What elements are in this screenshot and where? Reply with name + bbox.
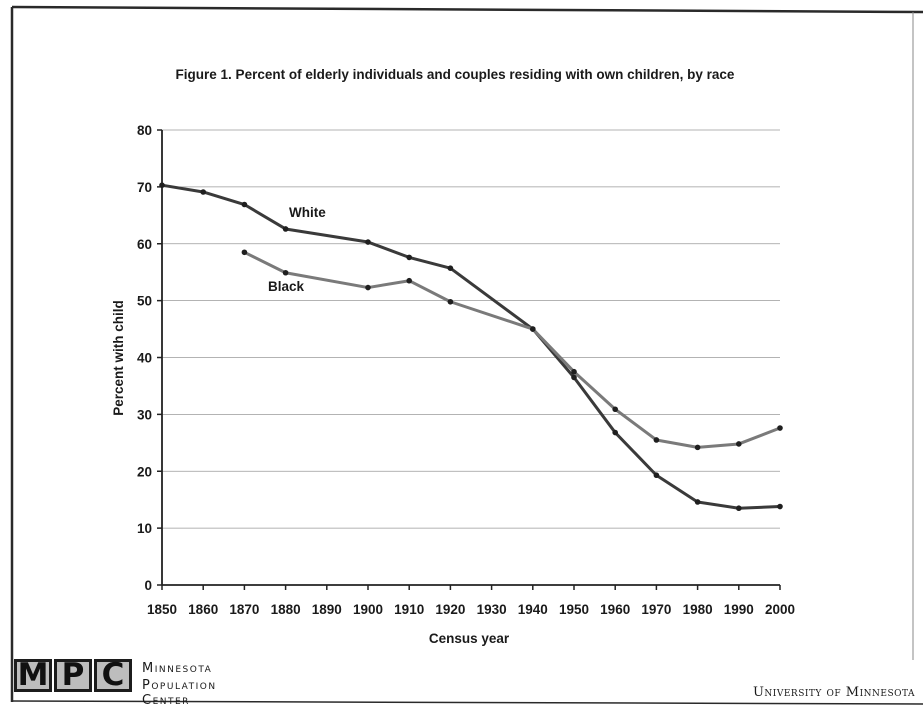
series-label-black: Black [268, 279, 305, 294]
y-axis-ticks: 0 10 20 30 40 50 60 70 80 [137, 123, 162, 593]
x-tick-label-1880: 1880 [271, 602, 301, 617]
series-lines [159, 182, 783, 512]
series-label-white: White [289, 205, 326, 220]
data-point-black-1960 [612, 406, 618, 413]
data-point-black-1950 [571, 368, 577, 375]
y-tick-label-10: 10 [137, 521, 152, 536]
data-point-black-1970 [653, 437, 660, 443]
x-tick-label-1980: 1980 [683, 602, 713, 617]
university-name: University of Minnesota [752, 685, 915, 700]
data-point-black-1870 [241, 249, 248, 256]
y-tick-label-80: 80 [137, 123, 152, 138]
x-tick-label-1960: 1960 [600, 602, 630, 617]
x-tick-label-1850: 1850 [147, 602, 177, 617]
data-point-black-2000 [777, 425, 783, 431]
series-line-black [242, 250, 782, 449]
data-point-white-1920 [447, 265, 454, 272]
logo-letter-p: P [54, 659, 92, 692]
y-tick-label-70: 70 [137, 180, 152, 195]
y-tick-label-20: 20 [137, 464, 152, 479]
series-line-white [160, 183, 782, 510]
x-tick-label-1920: 1920 [435, 602, 465, 617]
x-axis-ticks: 1850 1860 1870 1880 1890 1900 1910 1920 1930 1940… [147, 585, 795, 617]
y-tick-label-30: 30 [137, 407, 152, 422]
data-point-white-1960 [612, 429, 618, 436]
data-point-black-1990 [736, 441, 742, 447]
data-point-black-1880 [282, 269, 289, 276]
data-point-white-1910 [406, 254, 413, 261]
x-tick-label-1990: 1990 [724, 602, 754, 617]
y-tick-label-50: 50 [137, 294, 152, 309]
data-point-black-1980 [694, 444, 701, 451]
data-point-white-1980 [694, 499, 701, 505]
data-point-white-1870 [241, 201, 248, 208]
data-point-white-1970 [653, 472, 660, 479]
org-name-line1: Minnesota [142, 661, 213, 676]
org-name-line2: Population Center [142, 678, 217, 708]
data-point-black-1900 [365, 284, 371, 291]
data-point-white-1850 [159, 182, 165, 188]
x-tick-label-1970: 1970 [641, 602, 671, 617]
x-tick-label-1900: 1900 [353, 602, 383, 617]
data-point-black-1910 [406, 277, 413, 284]
y-tick-label-0: 0 [144, 578, 152, 593]
x-axis-label: Census year [429, 631, 510, 646]
x-tick-label-1940: 1940 [518, 602, 548, 617]
x-tick-label-2000: 2000 [765, 602, 795, 617]
y-axis-label: Percent with child [111, 300, 126, 416]
data-point-black-1920 [447, 298, 454, 305]
data-point-white-1860 [200, 189, 206, 195]
y-tick-label-40: 40 [137, 351, 152, 366]
x-tick-label-1950: 1950 [559, 602, 589, 617]
y-tick-label-60: 60 [137, 237, 152, 252]
data-point-white-1950 [571, 374, 577, 381]
logo-letter-m: M [14, 659, 52, 692]
x-tick-label-1870: 1870 [229, 602, 259, 617]
data-point-white-1880 [282, 226, 289, 232]
x-tick-label-1860: 1860 [188, 602, 218, 617]
chart-title: Figure 1. Percent of elderly individuals… [175, 67, 735, 82]
x-tick-label-1930: 1930 [477, 602, 507, 617]
x-tick-label-1910: 1910 [394, 602, 424, 617]
data-point-white-2000 [777, 503, 783, 510]
x-tick-label-1890: 1890 [312, 602, 342, 617]
grid-lines [162, 129, 780, 529]
data-point-white-1900 [365, 239, 371, 245]
logo-letter-c: C [94, 659, 132, 692]
data-point-white-1990 [736, 505, 742, 512]
data-point-black-1940 [530, 326, 536, 332]
